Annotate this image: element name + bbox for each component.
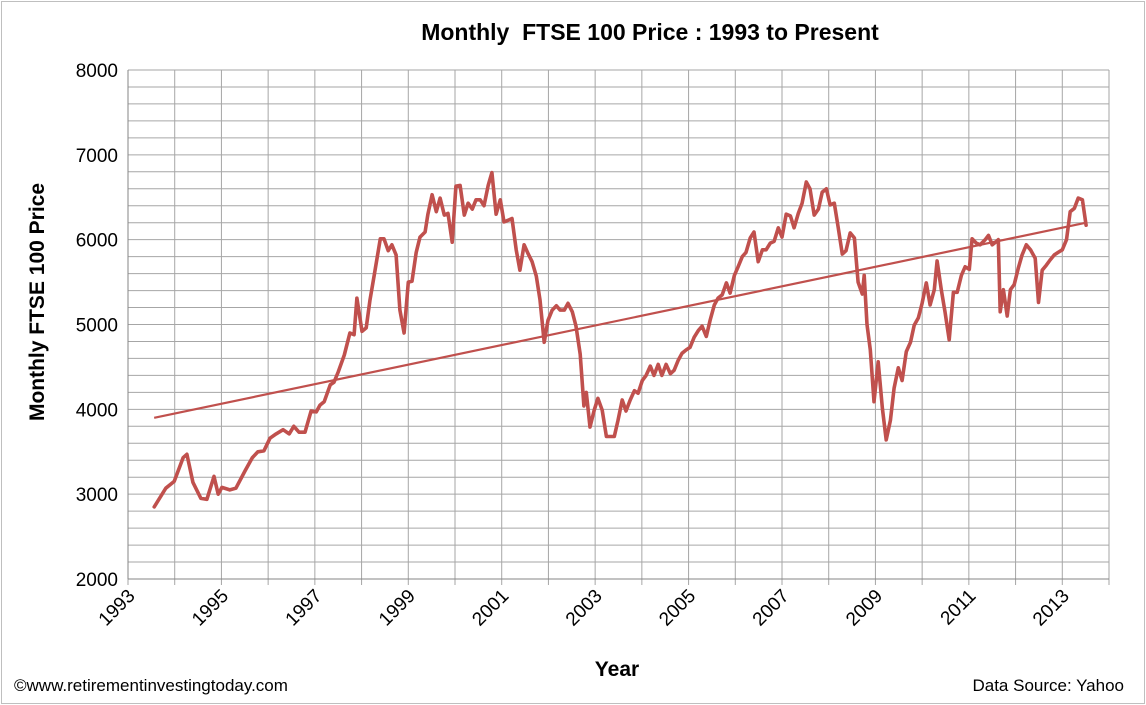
y-tick-label: 8000 [76, 61, 118, 82]
y-tick-label: 4000 [76, 400, 118, 421]
chart-title: Monthly FTSE 100 Price : 1993 to Present [421, 19, 879, 45]
website-credit: ©www.retirementinvestingtoday.com [14, 676, 288, 695]
y-tick-label: 7000 [76, 146, 118, 167]
x-tick-label: 2003 [562, 586, 607, 631]
x-tick-label: 2011 [937, 586, 981, 630]
x-tick-label: 2001 [469, 586, 514, 631]
x-tick-label: 2009 [842, 586, 887, 631]
x-tick-label: 2013 [1029, 586, 1074, 631]
x-tick-label: 2005 [655, 586, 700, 631]
x-tick-label: 2007 [749, 586, 794, 631]
x-axis-label: Year [594, 658, 640, 681]
data-source: Data Source: Yahoo [972, 676, 1124, 695]
y-tick-label: 6000 [76, 231, 118, 252]
y-tick-label: 3000 [76, 485, 118, 506]
x-tick-label: 1997 [282, 586, 327, 631]
x-tick-label: 1993 [95, 586, 140, 631]
x-tick-label: 1999 [375, 586, 420, 631]
series-line-ftse100 [152, 170, 1088, 509]
x-tick-label: 1995 [188, 586, 233, 631]
y-tick-label: 5000 [76, 316, 118, 337]
y-axis-label: Monthly FTSE 100 Price [26, 182, 49, 422]
trendline [153, 221, 1087, 419]
y-tick-label: 2000 [76, 570, 118, 591]
